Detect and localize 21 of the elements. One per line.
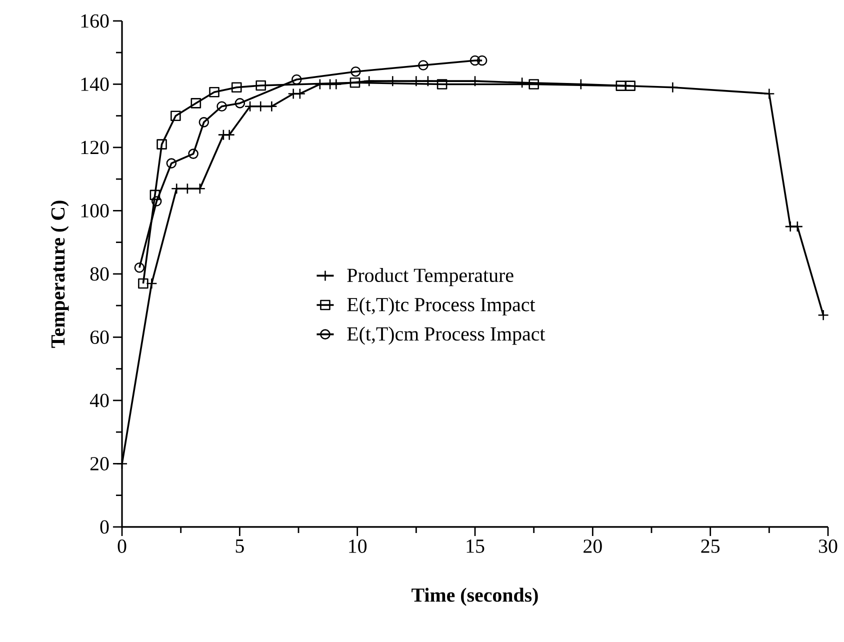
y-tick-label: 40 xyxy=(90,394,109,408)
legend-label: E(t,T)tc Process Impact xyxy=(347,297,536,316)
x-tick-label: 25 xyxy=(701,540,720,553)
legend-label: E(t,T)cm Process Impact xyxy=(347,326,546,345)
y-tick-label: 60 xyxy=(90,330,109,344)
x-tick-label: 30 xyxy=(819,540,838,553)
x-axis-title: Time (seconds) xyxy=(412,588,538,606)
legend-label: Product Temperature xyxy=(347,268,514,286)
x-tick-label: 15 xyxy=(466,540,484,553)
x-tick-label: 10 xyxy=(349,540,367,553)
x-tick-label: 20 xyxy=(584,540,602,553)
y-tick-label: 140 xyxy=(81,78,109,91)
y-tick-label: 160 xyxy=(81,14,109,28)
y-tick-label: 20 xyxy=(90,457,109,470)
y-tick-label: 0 xyxy=(100,520,109,534)
y-axis-title: Temperature ( C) xyxy=(50,200,69,348)
y-tick-label: 100 xyxy=(81,204,109,218)
y-tick-label: 80 xyxy=(90,267,109,281)
x-tick-label: 0 xyxy=(118,540,126,553)
y-tick-label: 120 xyxy=(81,140,109,154)
x-tick-label: 5 xyxy=(236,540,244,553)
